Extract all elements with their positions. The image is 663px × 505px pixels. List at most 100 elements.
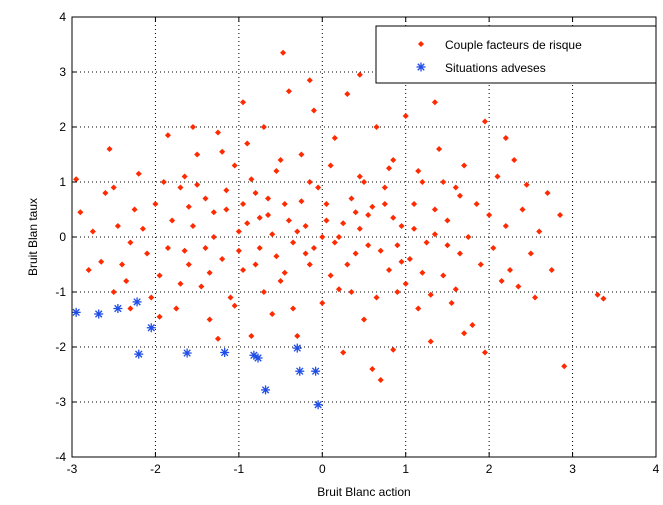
data-point-risk bbox=[561, 363, 568, 370]
data-point-risk bbox=[515, 283, 522, 290]
data-point-risk bbox=[402, 280, 409, 287]
data-point-risk bbox=[298, 151, 305, 158]
data-point-risk bbox=[490, 244, 497, 252]
data-point-risk bbox=[127, 305, 134, 312]
data-point-risk bbox=[248, 176, 255, 183]
data-point-risk bbox=[352, 250, 359, 257]
data-point-risk bbox=[427, 291, 434, 298]
data-point-risk bbox=[369, 365, 376, 373]
data-point-risk bbox=[189, 123, 196, 131]
legend-marker-couple-facteurs bbox=[417, 40, 425, 48]
y-tick-label: 1 bbox=[59, 175, 66, 189]
data-point-risk bbox=[194, 181, 201, 188]
data-point-risk bbox=[369, 203, 376, 210]
data-point-risk bbox=[519, 206, 526, 213]
legend: Couple facteurs de risque Situations adv… bbox=[375, 25, 657, 84]
data-point-risk bbox=[331, 239, 338, 246]
data-point-risk bbox=[281, 269, 288, 276]
data-point-adverse bbox=[261, 385, 271, 395]
data-point-risk bbox=[465, 233, 472, 241]
data-point-risk bbox=[323, 200, 330, 208]
data-point-risk bbox=[461, 330, 468, 337]
data-point-risk bbox=[386, 266, 393, 274]
data-point-risk bbox=[273, 253, 280, 260]
y-tick-label: 2 bbox=[59, 120, 66, 134]
data-point-risk bbox=[219, 255, 226, 263]
data-point-risk bbox=[481, 118, 488, 125]
data-point-risk bbox=[373, 123, 380, 131]
data-point-risk bbox=[210, 233, 217, 241]
data-point-risk bbox=[227, 294, 234, 301]
data-point-risk bbox=[544, 189, 551, 197]
data-point-risk bbox=[302, 250, 309, 257]
data-point-risk bbox=[148, 294, 155, 301]
data-point-risk bbox=[456, 250, 463, 257]
data-point-risk bbox=[527, 250, 534, 257]
data-point-risk bbox=[319, 299, 326, 307]
data-point-risk bbox=[240, 200, 247, 208]
x-tick-label: 2 bbox=[486, 462, 493, 476]
data-point-risk bbox=[448, 299, 455, 307]
data-point-risk bbox=[532, 294, 539, 301]
data-point-risk bbox=[386, 165, 393, 172]
data-point-risk bbox=[223, 187, 230, 194]
data-point-risk bbox=[327, 162, 334, 169]
data-point-risk bbox=[98, 258, 105, 265]
data-point-adverse bbox=[253, 353, 263, 363]
data-point-risk bbox=[214, 335, 222, 342]
data-point-risk bbox=[477, 261, 484, 268]
data-point-adverse bbox=[311, 366, 321, 376]
data-point-risk bbox=[390, 346, 397, 353]
y-tick-label: -4 bbox=[55, 450, 66, 464]
data-point-risk bbox=[548, 266, 555, 274]
y-tick-label: 3 bbox=[59, 65, 66, 79]
data-point-risk bbox=[419, 178, 426, 186]
legend-diamond-mark bbox=[417, 40, 425, 48]
data-point-adverse bbox=[146, 323, 156, 333]
data-point-risk bbox=[348, 195, 355, 202]
data-point-risk bbox=[290, 239, 297, 246]
x-tick-label: 4 bbox=[653, 462, 660, 476]
data-point-risk bbox=[436, 145, 443, 153]
data-point-risk bbox=[277, 156, 284, 164]
data-point-risk bbox=[160, 178, 167, 186]
data-point-risk bbox=[398, 258, 405, 265]
data-point-risk bbox=[210, 209, 217, 216]
y-tick-label: 0 bbox=[59, 230, 66, 244]
data-point-risk bbox=[273, 167, 280, 175]
data-point-adverse bbox=[292, 343, 302, 353]
data-point-risk bbox=[310, 244, 317, 252]
data-point-adverse bbox=[134, 349, 144, 359]
data-point-adverse bbox=[295, 366, 305, 376]
data-point-risk bbox=[486, 211, 493, 219]
x-tick-label: 1 bbox=[402, 462, 409, 476]
data-point-risk bbox=[344, 261, 351, 268]
data-point-risk bbox=[356, 71, 363, 78]
data-point-risk bbox=[327, 272, 334, 279]
data-point-risk bbox=[127, 239, 134, 246]
data-point-risk bbox=[331, 134, 338, 142]
data-point-risk bbox=[310, 107, 317, 114]
data-point-risk bbox=[415, 167, 422, 175]
data-point-risk bbox=[469, 321, 476, 329]
data-point-risk bbox=[502, 222, 509, 230]
data-point-risk bbox=[294, 228, 301, 235]
data-point-risk bbox=[600, 295, 607, 302]
data-points bbox=[71, 49, 607, 410]
legend-label-situations-adveses: Situations adveses bbox=[445, 61, 546, 75]
data-point-risk bbox=[265, 195, 272, 202]
data-point-risk bbox=[280, 49, 287, 56]
y-tick-label: -1 bbox=[55, 285, 66, 299]
x-tick-label: 3 bbox=[569, 462, 576, 476]
data-point-risk bbox=[244, 220, 251, 227]
data-point-risk bbox=[114, 222, 121, 230]
data-point-risk bbox=[256, 244, 263, 252]
y-tick-label: -2 bbox=[55, 340, 66, 354]
data-point-risk bbox=[240, 99, 247, 106]
data-point-risk bbox=[260, 123, 267, 131]
data-point-risk bbox=[244, 140, 251, 147]
data-point-risk bbox=[169, 217, 176, 224]
data-point-risk bbox=[265, 211, 272, 219]
data-point-adverse bbox=[313, 400, 323, 410]
